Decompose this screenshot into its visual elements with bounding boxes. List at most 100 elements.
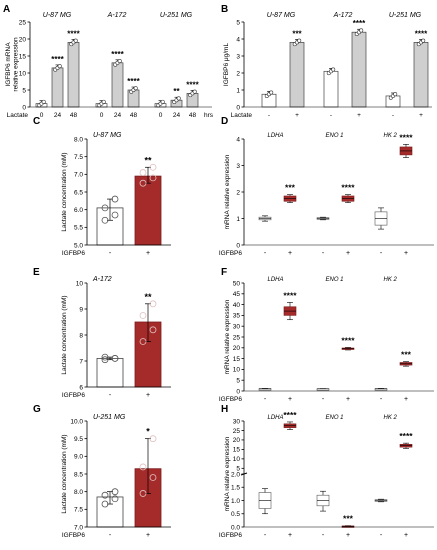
data-point — [359, 28, 364, 33]
panel-f-y-tick-label: 0 — [236, 388, 240, 395]
panel-c-y-tick-label: 5.5 — [74, 225, 83, 232]
significance-label: **** — [186, 80, 199, 89]
panel-h-y-tick-label: 25 — [233, 428, 241, 435]
data-point — [149, 474, 157, 481]
panel-e-y-tick-label: 10 — [76, 280, 84, 287]
panel-letter-g: G — [33, 404, 41, 415]
x-tick-label: 24 — [54, 112, 62, 119]
panel-g-y-tick-label: 7.0 — [74, 524, 83, 531]
panel-c-y-tick-label: 6.5 — [74, 189, 83, 196]
data-point — [139, 490, 147, 497]
panel-b-ylabel: IGFBP6 μg/mL — [223, 43, 230, 87]
panel-b-y-tick-label: 2 — [236, 70, 240, 77]
x-tick-label: 24 — [114, 112, 122, 119]
panel-b-y-tick-label: 4 — [236, 36, 240, 43]
panel-c-y-tick-label: 7.0 — [74, 172, 83, 179]
panel-c-y-tick-label: 8.0 — [74, 136, 83, 143]
x-tick-label: + — [146, 532, 150, 539]
data-point — [101, 491, 109, 499]
panel-b-y-tick-label: 5 — [236, 19, 240, 26]
panel-c-ylabel: Lactate concentration (mM) — [61, 152, 68, 231]
panel-f-y-tick-label: 20 — [233, 345, 241, 352]
bar — [51, 67, 64, 108]
panel-d-y-tick-label: 4 — [236, 136, 240, 143]
bar — [111, 62, 124, 108]
significance-label: **** — [51, 55, 64, 64]
significance-label: *** — [401, 350, 412, 360]
bar — [289, 42, 305, 108]
data-point — [149, 300, 157, 308]
gene-label: LDHA — [268, 277, 284, 283]
bar — [323, 70, 339, 108]
panel-a-y-tick-label: 0 — [22, 104, 26, 111]
panel-g-ylabel: Lactate concentration (mM) — [61, 434, 68, 513]
panel-b-group-title: U-251 MG — [389, 12, 422, 19]
panel-g-y-tick-label: 8.5 — [74, 471, 83, 478]
panel-c-y-tick-label: 6.0 — [74, 207, 83, 214]
data-point — [176, 96, 181, 101]
bar — [413, 42, 429, 108]
bar — [134, 175, 162, 246]
data-point — [192, 89, 197, 94]
panel-h-y-tick-label: 10 — [233, 456, 241, 463]
panel-c-y-tick-label: 5.0 — [74, 242, 83, 249]
panel-f-ylabel: mRNA relative expression — [224, 299, 231, 374]
panel-e-ylabel: Lactate concentration (mM) — [61, 295, 68, 374]
data-point — [393, 92, 398, 97]
x-tick-label: - — [330, 112, 332, 119]
panel-h-y-tick-label: 0.5 — [231, 511, 240, 518]
data-point — [57, 64, 62, 69]
x-tick-label: + — [295, 112, 299, 119]
data-point — [139, 179, 147, 187]
x-tick-label: + — [146, 392, 150, 399]
panel-letter-d: D — [221, 116, 228, 127]
x-tick-label: + — [419, 112, 423, 119]
data-point — [139, 312, 147, 319]
x-tick-label: - — [380, 250, 383, 257]
x-tick-label: + — [346, 250, 350, 257]
x-tick-label: + — [357, 112, 361, 119]
data-point — [139, 338, 147, 345]
significance-label: *** — [343, 514, 354, 524]
data-point — [101, 99, 106, 104]
panel-a-group-title: U-251 MG — [160, 12, 193, 19]
x-tick-label: + — [404, 250, 408, 257]
gene-label: HK 2 — [384, 415, 398, 421]
panel-h-y-tick-label: 2.0 — [231, 471, 240, 478]
bar — [67, 42, 80, 108]
data-point — [149, 163, 157, 171]
x-tick-label: - — [322, 250, 325, 257]
panel-a-group-title: U-87 MG — [43, 12, 72, 19]
x-tick-label: + — [346, 396, 350, 403]
panel-h-y-tick-label: 20 — [233, 437, 241, 444]
panel-h-y-tick-label: 30 — [233, 418, 241, 425]
panel-b-y-tick-label: 3 — [236, 53, 240, 60]
panel-a-y-tick-label: 15 — [19, 53, 27, 60]
data-point — [160, 99, 165, 104]
panel-c-title: U-87 MG — [93, 132, 122, 139]
data-point — [101, 356, 109, 364]
x-tick-label: + — [404, 396, 408, 403]
panel-h-y-tick-label: 1.0 — [231, 498, 240, 505]
data-point — [101, 216, 109, 224]
significance-label: **** — [399, 132, 413, 142]
panel-g-y-tick-label: 10.0 — [70, 418, 83, 425]
x-tick-label: - — [322, 396, 325, 403]
panel-a-y-tick-label: 20 — [19, 36, 27, 43]
data-point — [73, 38, 78, 43]
significance-label: **** — [341, 183, 355, 193]
x-tick-label: 48 — [70, 112, 78, 119]
data-point — [111, 495, 119, 503]
panel-a-ylabel: IGFBP6 mRNA — [5, 42, 12, 87]
panel-a-y-tick-label: 5 — [22, 87, 26, 94]
significance-label: **** — [415, 29, 428, 38]
panel-g-y-tick-label: 8.0 — [74, 489, 83, 496]
x-tick-label: 24 — [173, 112, 181, 119]
data-point — [139, 463, 147, 471]
panel-e-title: A-172 — [92, 276, 112, 283]
panel-letter-e: E — [33, 267, 40, 278]
panel-a-y-tick-label: 25 — [19, 19, 27, 26]
panel-letter-c: C — [33, 116, 40, 127]
bar — [96, 357, 124, 388]
x-tick-label: - — [380, 396, 383, 403]
